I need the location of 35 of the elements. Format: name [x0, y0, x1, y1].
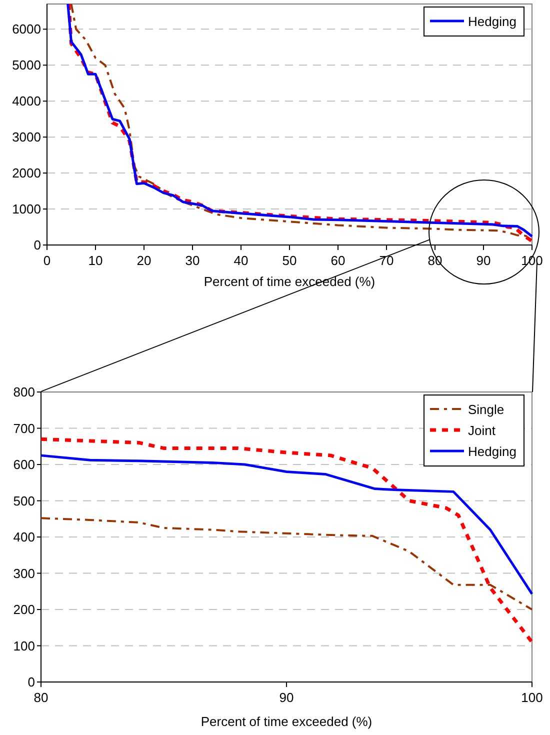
y-tick-label: 600: [13, 457, 35, 472]
x-tick-label: 90: [476, 253, 491, 268]
y-tick-label: 5000: [12, 58, 41, 73]
y-tick-label: 2000: [12, 166, 41, 181]
y-tick-label: 500: [13, 493, 35, 508]
x-tick-label: 90: [279, 690, 294, 705]
y-tick-label: 6000: [12, 22, 41, 37]
y-tick-label: 0: [34, 238, 41, 252]
x-tick-label: 100: [521, 690, 543, 705]
legend-label: Single: [468, 402, 504, 417]
x-tick-label: 60: [330, 253, 346, 268]
x-tick-label: 50: [282, 253, 297, 268]
legend-label: Hedging: [468, 444, 516, 459]
line-series: [39, 437, 534, 644]
x-tick-label: 10: [88, 253, 103, 268]
x-tick-label: 80: [34, 690, 48, 705]
legend-label: Joint: [468, 423, 496, 438]
y-tick-label: 1000: [12, 202, 41, 217]
y-tick-label: 700: [13, 420, 35, 436]
y-tick-label: 4000: [12, 94, 41, 109]
x-axis-title: Percent of time exceeded (%): [200, 714, 372, 729]
y-tick-label: 800: [13, 384, 35, 400]
y-tick-label: 100: [13, 638, 35, 654]
y-tick-label: 300: [13, 566, 35, 581]
x-tick-label: 40: [234, 253, 248, 268]
y-tick-label: 3000: [12, 130, 41, 145]
y-tick-label: 200: [13, 602, 35, 617]
x-tick-label: 70: [379, 253, 394, 268]
legend-label: Hedging: [468, 14, 516, 29]
x-tick-label: 0: [43, 253, 51, 268]
y-tick-label: 400: [13, 530, 35, 544]
line-series: [40, 517, 533, 610]
x-tick-label: 30: [185, 253, 200, 268]
y-tick-label: 0: [28, 674, 35, 690]
x-tick-label: 20: [136, 253, 152, 268]
